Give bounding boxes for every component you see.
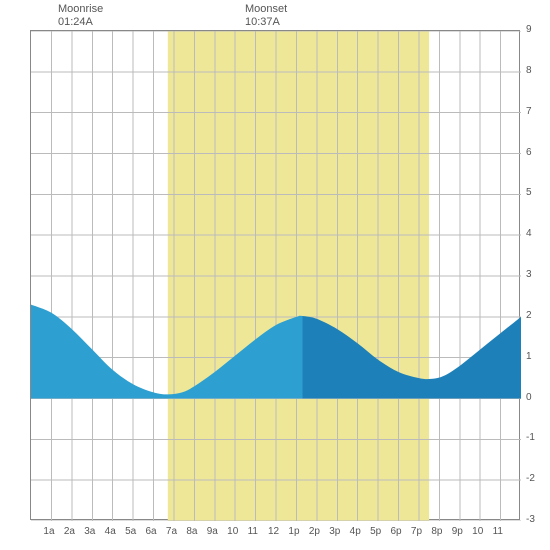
y-tick-label: -2 [526, 473, 535, 484]
y-tick-label: 9 [526, 24, 532, 35]
x-tick-label: 11 [248, 526, 258, 537]
x-tick-label: 1a [43, 526, 54, 537]
plot-area [30, 30, 520, 520]
x-tick-label: 2p [309, 526, 320, 537]
x-tick-label: 3p [329, 526, 340, 537]
x-tick-label: 12 [268, 526, 279, 537]
x-tick-label: 10 [472, 526, 483, 537]
y-tick-label: 7 [526, 106, 532, 117]
tide-chart: Moonrise 01:24A Moonset 10:37A 1a 2a 3a 4a 5… [0, 0, 550, 550]
moonset-time: 10:37A [245, 16, 287, 29]
y-tick-label: -3 [526, 514, 535, 525]
y-tick-label: 0 [526, 392, 532, 403]
x-tick-label: 1p [288, 526, 299, 537]
x-tick-label: 11 [493, 526, 503, 537]
x-tick-label: 7a [166, 526, 177, 537]
x-tick-label: 6a [146, 526, 157, 537]
x-tick-label: 3a [84, 526, 95, 537]
y-tick-label: 1 [526, 351, 532, 362]
x-tick-label: 4p [350, 526, 361, 537]
x-tick-label: 4a [105, 526, 116, 537]
moonrise-label-block: Moonrise 01:24A [58, 3, 103, 29]
moonset-label: Moonset [245, 3, 287, 16]
x-tick-label: 7p [411, 526, 422, 537]
moonrise-time: 01:24A [58, 16, 103, 29]
x-tick-label: 8p [431, 526, 442, 537]
y-tick-label: 8 [526, 65, 532, 76]
x-tick-label: 8a [186, 526, 197, 537]
x-tick-label: 5p [370, 526, 381, 537]
x-tick-label: 6p [391, 526, 402, 537]
y-tick-label: 5 [526, 187, 532, 198]
moonrise-label: Moonrise [58, 3, 103, 16]
y-tick-label: 4 [526, 228, 532, 239]
moonset-label-block: Moonset 10:37A [245, 3, 287, 29]
y-tick-label: 6 [526, 147, 532, 158]
x-tick-label: 9p [452, 526, 463, 537]
x-tick-label: 2a [64, 526, 75, 537]
y-tick-label: 2 [526, 310, 532, 321]
x-tick-label: 9a [207, 526, 218, 537]
y-tick-label: -1 [526, 432, 535, 443]
x-tick-label: 5a [125, 526, 136, 537]
x-tick-label: 10 [227, 526, 238, 537]
y-tick-label: 3 [526, 269, 532, 280]
